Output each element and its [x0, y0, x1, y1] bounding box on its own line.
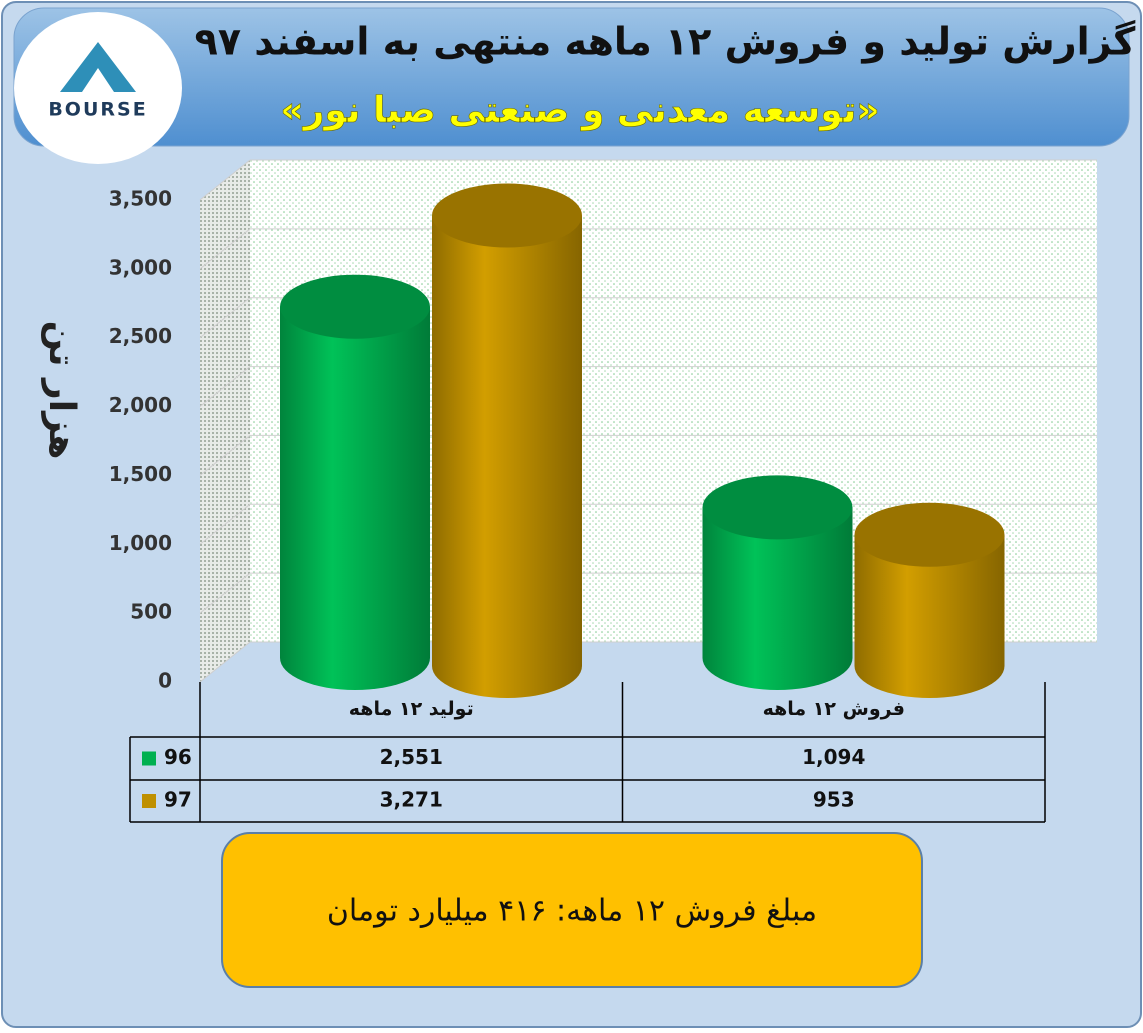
legend-swatch: [142, 751, 156, 766]
bar: [280, 306, 430, 690]
bar-top: [432, 183, 582, 248]
bar-top: [702, 475, 853, 540]
y-tick-label: 2,500: [109, 324, 172, 348]
legend-label: 97: [164, 788, 192, 812]
data-label: 1,094: [802, 745, 865, 769]
grid-line-side: [199, 297, 251, 339]
bar: [702, 507, 853, 690]
x-tick-label: تولید ۱۲ ماهه: [349, 698, 474, 720]
y-axis-label: هزار تن: [41, 321, 82, 460]
y-tick-label: 500: [130, 600, 172, 624]
legend-swatch: [142, 794, 156, 808]
data-label: 3,271: [380, 788, 443, 812]
note: مبلغ فروش ۱۲ ماهه: ۴۱۶ میلیارد تومان: [327, 894, 817, 929]
logo-mark: [60, 42, 136, 92]
grid-line-side: [199, 572, 251, 614]
title-banner: [13, 7, 1130, 147]
x-tick-label: فروش ۱۲ ماهه: [763, 698, 905, 720]
grid-line-side: [199, 159, 251, 201]
y-tick-label: 3,500: [109, 187, 172, 211]
y-tick-label: 2,000: [109, 393, 172, 417]
grid-line-side: [199, 228, 251, 270]
note-box: [221, 832, 923, 988]
data-label: 953: [813, 788, 855, 812]
chart-subtitle: «توسعه معدنی و صنعتی صبا نور»: [280, 90, 879, 131]
y-tick-label: 1,500: [109, 462, 172, 486]
bar-top: [854, 502, 1005, 567]
chart-title: گزارش تولید و فروش ۱۲ ماهه منتهی به اسفن…: [195, 20, 1137, 65]
grid-line-side: [199, 435, 251, 476]
logo-text: BOURSE: [48, 99, 147, 121]
grid-line-side: [199, 366, 251, 407]
y-tick-label: 0: [158, 669, 172, 693]
grid-line-side: [199, 641, 251, 683]
grid-line-side: [199, 503, 251, 545]
logo-badge: [14, 12, 182, 164]
bar: [432, 215, 582, 699]
bar: [854, 534, 1005, 698]
legend-label: 96: [164, 745, 192, 769]
data-label: 2,551: [380, 745, 443, 769]
y-tick-label: 1,000: [109, 531, 172, 555]
bar-top: [280, 274, 430, 339]
side-wall: [200, 160, 250, 682]
y-tick-label: 3,000: [109, 255, 172, 279]
